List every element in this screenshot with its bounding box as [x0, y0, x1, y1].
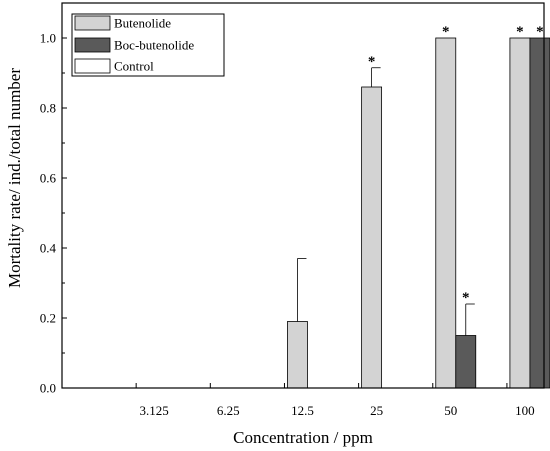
- x-tick-label: 50: [444, 403, 457, 418]
- significance-star-butenolide: *: [516, 24, 524, 40]
- legend: Butenolide Boc-butenolide Control: [71, 13, 225, 77]
- x-tick-label: 100: [515, 403, 535, 418]
- bar-boc-butenolide: [529, 37, 550, 389]
- bar-butenolide: [361, 86, 383, 389]
- y-tick-label: 0.8: [40, 101, 56, 116]
- x-tick-label: 6.25: [217, 403, 240, 418]
- significance-markers-layer: * * * * *: [368, 24, 544, 306]
- x-axis-title: Concentration / ppm: [233, 428, 373, 447]
- y-axis: 0.0 0.2 0.4 0.6 0.8 1.0: [40, 31, 67, 396]
- legend-label-boc-butenolide: Boc-butenolide: [114, 38, 194, 53]
- y-tick-label: 0.6: [40, 171, 57, 186]
- bars-layer: [287, 37, 550, 389]
- bar-butenolide: [287, 321, 308, 389]
- bar-butenolide: [435, 37, 457, 389]
- significance-star-butenolide: *: [442, 24, 450, 40]
- significance-star-butenolide: *: [368, 54, 376, 70]
- y-tick-label: 0.4: [40, 241, 57, 256]
- error-bars-layer: [297, 67, 475, 336]
- y-tick-label: 0.0: [40, 381, 56, 396]
- x-axis: 3.125 6.25 12.5 25 50 100: [135, 383, 535, 418]
- y-axis-title: Mortality rate/ ind./total number: [5, 68, 24, 288]
- y-tick-label: 1.0: [40, 31, 56, 46]
- x-tick-label: 3.125: [140, 403, 169, 418]
- significance-star-boc-butenolide: *: [536, 24, 544, 40]
- plot-frame: [61, 2, 545, 389]
- legend-swatch-butenolide: [74, 15, 111, 31]
- x-tick-label: 12.5: [291, 403, 314, 418]
- y-tick-label: 0.2: [40, 311, 56, 326]
- bar-boc-butenolide: [455, 335, 477, 389]
- legend-label-butenolide: Butenolide: [114, 16, 171, 31]
- legend-swatch-boc-butenolide: [74, 37, 111, 53]
- significance-star-boc-butenolide: *: [462, 290, 470, 306]
- legend-swatch-control: [74, 58, 111, 74]
- x-tick-label: 25: [370, 403, 383, 418]
- bar-butenolide: [509, 37, 531, 389]
- legend-label-control: Control: [114, 59, 154, 74]
